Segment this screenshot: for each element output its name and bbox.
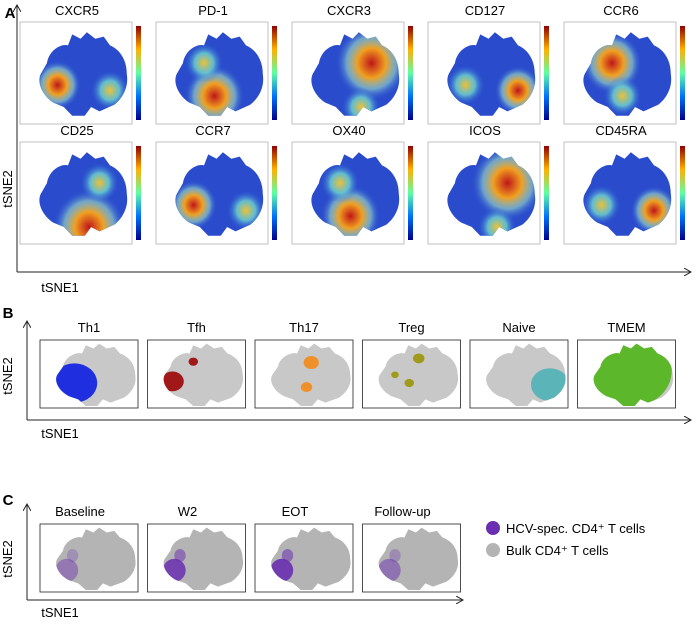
tsne-plot [155,21,277,125]
subplot-title: CD25 [60,123,93,138]
x-axis-label: tSNE1 [41,426,79,441]
legend-swatch [486,543,500,557]
x-axis-label: tSNE1 [41,605,79,620]
tsne-plot [19,141,141,245]
colorbar [408,26,413,120]
hcv-cell-region [281,548,294,563]
colorbar [136,146,141,240]
subplot-title: EOT [282,504,309,519]
subplot-title: CXCR3 [327,3,371,18]
tsne-plot [291,141,413,245]
population-region [404,378,414,388]
subplot-title: W2 [178,504,198,519]
hcv-cell-region [174,548,186,563]
tsne-plot [19,21,141,125]
mid-expression-region [603,76,642,116]
subplot-title: Treg [398,320,424,335]
subplot-title: Th1 [78,320,100,335]
y-axis-label: tSNE2 [0,357,15,395]
tsne-plot [155,141,277,245]
population-plot [469,339,569,409]
population-plot [362,339,461,409]
population-plot [147,339,246,409]
tsne-plot [291,21,413,125]
population-region [300,382,313,393]
population-region [188,357,199,366]
mid-expression-region [321,163,359,203]
x-axis-label: tSNE1 [41,280,79,295]
subplot-title: CD45RA [595,123,647,138]
panel-label-a: A [5,5,16,22]
population-region [413,353,425,364]
population-plot [254,339,354,409]
hcv-cell-region [389,548,401,563]
y-axis-label: tSNE2 [0,170,15,208]
y-axis-label: tSNE2 [0,540,15,578]
mid-expression-region [478,207,516,236]
timepoint-plot [254,523,354,593]
subplot-title: CCR7 [195,123,230,138]
subplot-title: OX40 [332,123,365,138]
expression-overlay [53,163,125,236]
cloud-group [271,343,351,406]
tsne-plot [427,141,549,245]
subplot-title: Follow-up [374,504,430,519]
population-overlay [300,355,319,393]
population-overlay [391,353,425,388]
population-region [303,355,319,370]
colorbar [680,146,685,240]
tsne-plot [427,21,549,125]
subplot-title: TMEM [607,320,645,335]
subplot-title: Naive [502,320,535,335]
tsne-plot [563,141,685,245]
mid-expression-region [80,163,119,203]
cloud-group [486,343,566,406]
timepoint-plot [39,523,139,593]
cloud-group [39,152,128,236]
subplot-title: Th17 [289,320,319,335]
timepoint-plot [362,523,461,593]
population-overlay [531,368,566,402]
subplot-title: ICOS [469,123,501,138]
hcv-cell-region [66,548,79,563]
population-plot [577,339,676,409]
legend-label: Bulk CD4⁺ T cells [506,543,609,558]
colorbar [680,26,685,120]
legend-label: HCV-spec. CD4⁺ T cells [506,521,646,536]
population-plot [39,339,139,409]
population-overlay [163,357,199,392]
high-expression-region [53,189,125,236]
mid-expression-region [342,87,380,116]
mid-expression-region [185,43,223,83]
mid-expression-region [583,185,621,225]
subplot-title: Tfh [187,320,206,335]
population-region [163,371,184,392]
colorbar [136,26,141,120]
mid-expression-region [447,65,485,105]
subplot-title: CCR6 [603,3,638,18]
timepoint-plot [147,523,246,593]
cloud-group [163,343,244,406]
subplot-title: CD127 [465,3,505,18]
colorbar [544,146,549,240]
panel-label-c: C [3,492,14,509]
subplot-title: PD-1 [198,3,228,18]
legend-swatch [486,521,500,535]
colorbar [272,146,277,240]
colorbar [544,26,549,120]
population-region [531,368,566,402]
colorbar [408,146,413,240]
subplot-title: CXCR5 [55,3,99,18]
cloud-group [378,343,459,406]
tsne-plot [563,21,685,125]
panel-label-b: B [3,305,14,322]
colorbar [272,26,277,120]
population-region [391,371,399,379]
subplot-title: Baseline [55,504,105,519]
